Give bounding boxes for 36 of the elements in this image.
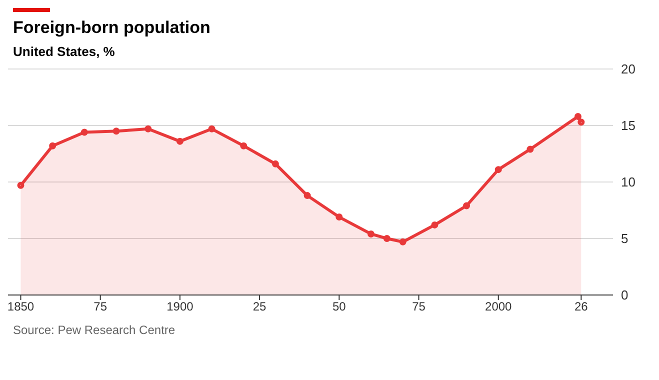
point (494, 166, 502, 174)
point (144, 125, 152, 132)
point (399, 238, 406, 246)
point (208, 125, 216, 132)
point (304, 192, 311, 200)
point (112, 128, 120, 135)
point (272, 160, 279, 168)
point (336, 214, 343, 221)
x-tick-label: 25 (252, 300, 267, 314)
point (578, 118, 585, 126)
x-tick-label: 75 (94, 300, 108, 314)
point (526, 146, 534, 153)
point (368, 230, 374, 238)
point (80, 128, 88, 136)
y-tick-label: 15 (621, 118, 636, 134)
x-tick-label: 50 (332, 300, 346, 314)
y-tick-label: 20 (621, 62, 636, 77)
y-tick-label: 5 (621, 231, 628, 246)
point (463, 202, 470, 210)
x-tick-label: 1850 (7, 300, 34, 314)
x-tick-label: 2000 (485, 300, 512, 314)
y-tick-label: 10 (621, 174, 636, 190)
x-tick-label: 75 (412, 300, 426, 314)
point (431, 221, 438, 228)
x-tick-label: 26 (574, 300, 588, 314)
point (176, 138, 184, 145)
point (383, 235, 390, 242)
point (574, 112, 582, 120)
point (17, 182, 24, 189)
chart-title: Foreign-born population (13, 18, 212, 38)
point (240, 142, 248, 150)
source-note: Source: Pew Research Centre (13, 323, 176, 337)
y-tick-label: 0 (621, 288, 628, 303)
x-tick-label: 1900 (166, 300, 194, 314)
chart-subtitle: United States, % (13, 44, 116, 59)
point (49, 142, 56, 150)
